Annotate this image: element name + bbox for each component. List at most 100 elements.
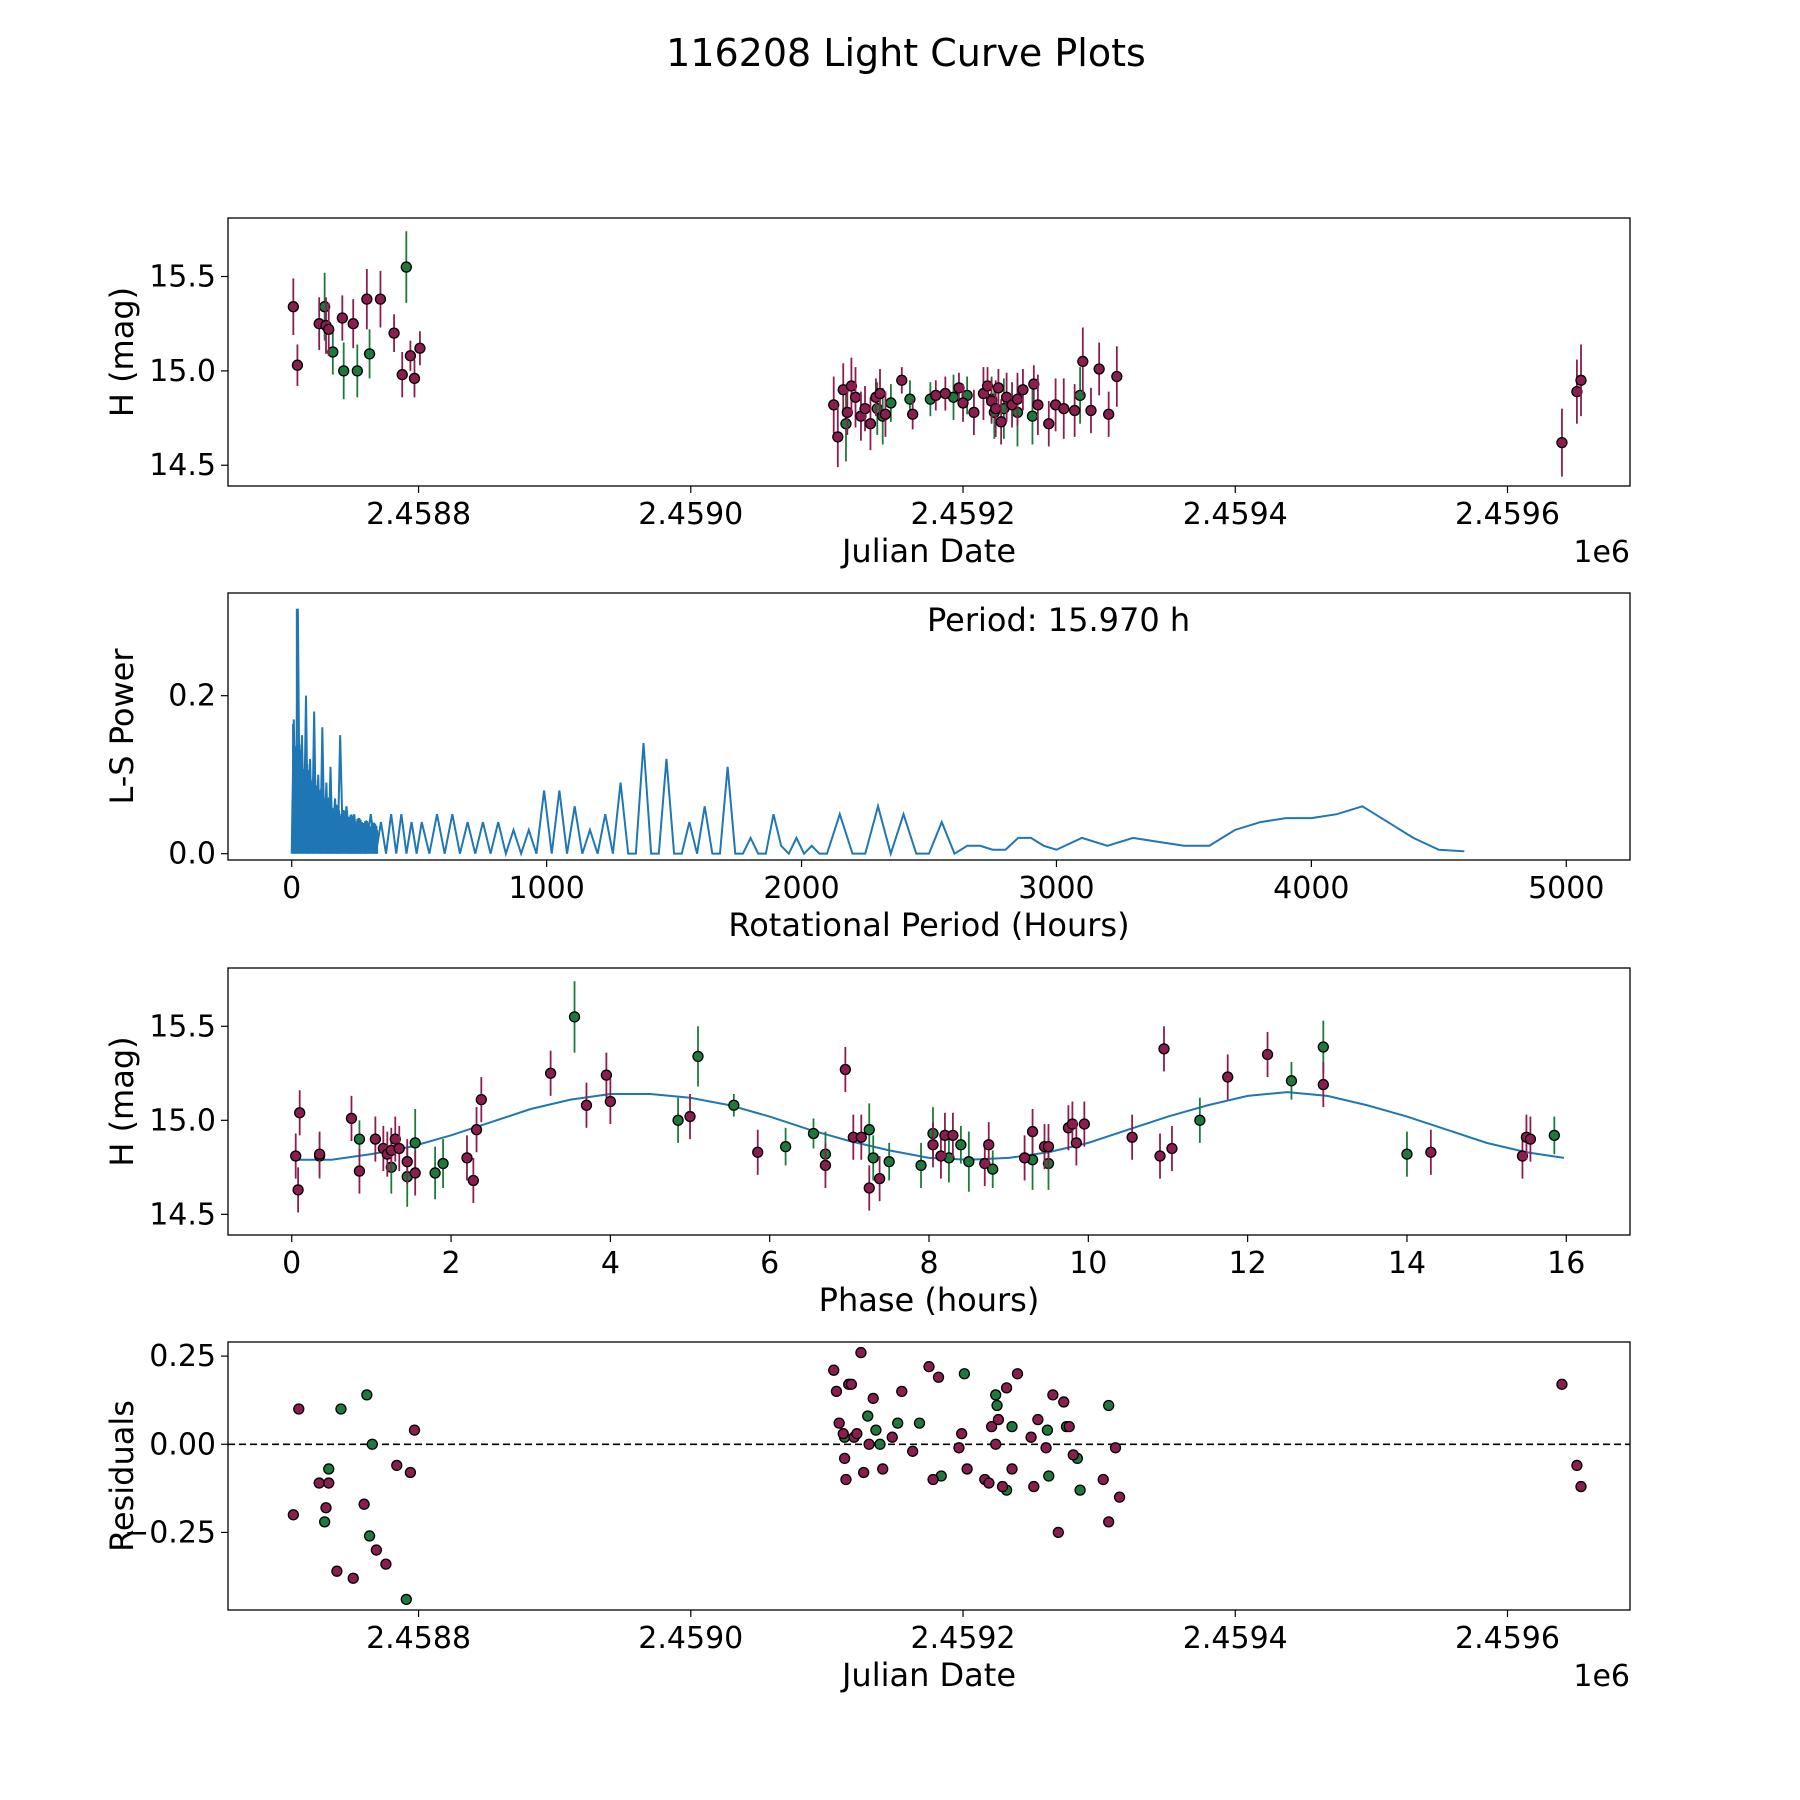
data-point <box>294 1107 306 1119</box>
data-point <box>323 1477 335 1489</box>
data-point <box>287 1509 299 1521</box>
data-point <box>1222 1071 1234 1083</box>
data-point <box>1042 1140 1055 1153</box>
data-point <box>1043 1470 1055 1482</box>
data-point <box>863 1438 875 1450</box>
data-point <box>1158 1043 1170 1055</box>
data-point <box>927 1139 939 1151</box>
data-point <box>987 1163 999 1175</box>
x-tick-label: 2.4596 <box>1455 1621 1560 1656</box>
data-point <box>838 1452 851 1465</box>
data-point <box>779 1140 792 1153</box>
data-point <box>877 1463 889 1475</box>
phased-curve-xlabel: Phase (hours) <box>819 1281 1040 1319</box>
data-point <box>1285 1075 1298 1087</box>
data-point <box>939 387 951 400</box>
data-point <box>845 1378 858 1390</box>
data-point <box>867 1392 879 1405</box>
data-point <box>347 318 359 330</box>
data-point <box>1058 1396 1070 1408</box>
data-point <box>604 1095 617 1108</box>
data-point <box>353 1133 366 1145</box>
data-point <box>400 1593 412 1606</box>
data-point <box>851 1428 863 1440</box>
data-point <box>963 1156 975 1168</box>
data-point <box>475 1093 487 1106</box>
light-curve-frame <box>227 217 1631 487</box>
data-point <box>409 1137 421 1149</box>
data-point <box>956 1428 968 1440</box>
data-point <box>1000 1382 1013 1394</box>
y-tick-label: 14.5 <box>149 1197 216 1232</box>
data-point <box>1011 393 1024 405</box>
data-point <box>885 397 897 409</box>
x-tick-label: 12 <box>1229 1246 1267 1281</box>
x-tick-label: 2.4594 <box>1183 1621 1288 1656</box>
data-point <box>327 346 339 358</box>
residuals-panel: 2.4588 2.4590 2.4592 2.4594 2.4596 −0.25 0.00 0… <box>103 1339 1631 1694</box>
data-point <box>828 399 840 411</box>
data-point <box>374 293 387 305</box>
data-point <box>990 1438 1002 1450</box>
x-tick-label: 5000 <box>1528 871 1604 906</box>
data-point <box>832 431 844 443</box>
x-tick-label: 8 <box>919 1246 938 1281</box>
residuals-xlabel: Julian Date <box>840 1656 1016 1694</box>
residuals-frame <box>227 1341 1631 1611</box>
data-point <box>992 382 1005 394</box>
data-point <box>437 1157 449 1170</box>
data-point <box>1317 1041 1329 1053</box>
data-point <box>996 1480 1009 1493</box>
x-tick-label: 4 <box>601 1246 620 1281</box>
data-point <box>404 1466 417 1479</box>
x-tick-label: 2.4596 <box>1455 497 1560 532</box>
data-point <box>363 1530 376 1542</box>
data-point <box>886 1431 898 1443</box>
data-point <box>351 365 363 377</box>
data-point <box>409 1167 421 1179</box>
data-point <box>1425 1146 1437 1158</box>
data-point <box>955 1139 967 1151</box>
data-point <box>429 1167 441 1179</box>
data-point <box>874 1438 886 1450</box>
data-point <box>1154 1150 1166 1162</box>
data-point <box>1097 1473 1109 1486</box>
data-point <box>1103 1399 1115 1412</box>
data-point <box>1571 1459 1583 1472</box>
x-tick-label: 16 <box>1547 1246 1585 1281</box>
data-point <box>291 359 304 371</box>
data-point <box>1524 1133 1537 1145</box>
data-point <box>873 1172 886 1185</box>
data-point <box>1166 1142 1178 1155</box>
light-curve-panel: 2.4588 2.4590 2.4592 2.4594 2.4596 14.5 15.0 15… <box>103 217 1631 570</box>
data-point <box>1556 1378 1568 1390</box>
data-point <box>833 1417 845 1429</box>
data-point <box>1067 1449 1079 1461</box>
data-point <box>1040 1442 1052 1454</box>
x-tick-label: 14 <box>1388 1246 1426 1281</box>
residuals-offset-text: 1e6 <box>1573 1659 1630 1694</box>
data-point <box>837 1428 849 1440</box>
data-point <box>1017 384 1029 396</box>
data-point <box>879 408 892 420</box>
data-point <box>391 1459 403 1472</box>
data-point <box>961 1463 973 1475</box>
data-point <box>849 391 862 403</box>
data-point <box>369 1133 382 1145</box>
data-point <box>870 1424 882 1436</box>
data-point <box>568 1011 581 1023</box>
x-tick-label: 2.4594 <box>1183 497 1288 532</box>
data-point <box>389 1133 401 1145</box>
x-tick-label: 0 <box>282 871 301 906</box>
y-tick-label: 0.25 <box>149 1339 216 1374</box>
data-point <box>930 389 942 402</box>
data-point <box>841 406 853 419</box>
sinusoid-fit-line <box>291 1091 1565 1161</box>
data-point <box>1548 1129 1560 1141</box>
data-point <box>1194 1114 1206 1126</box>
data-point <box>331 1565 343 1577</box>
data-point <box>1058 402 1070 415</box>
data-point <box>1052 1526 1064 1539</box>
